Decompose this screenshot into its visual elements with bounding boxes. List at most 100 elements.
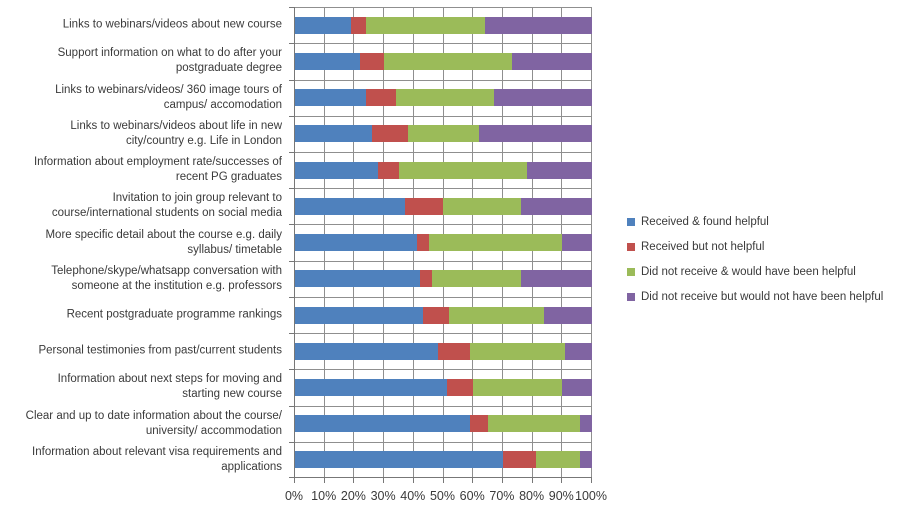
bar-segment-series-3	[562, 378, 592, 396]
bar-row	[295, 415, 592, 433]
legend-item: Did not receive & would have been helpfu…	[627, 259, 883, 284]
bar-segment-series-1	[378, 161, 399, 179]
bar-segment-series-1	[404, 197, 444, 215]
bar-segment-series-2	[384, 52, 512, 70]
legend-item: Received but not helpful	[627, 234, 883, 259]
gridline-horizontal	[294, 43, 591, 45]
bar-segment-series-1	[470, 415, 488, 433]
bar-segment-series-3	[526, 161, 592, 179]
bar-row	[295, 161, 592, 179]
bar-row	[295, 270, 592, 288]
bar-segment-series-2	[470, 342, 566, 360]
x-axis-tick	[591, 478, 592, 483]
bar-row	[295, 378, 592, 396]
bar-segment-series-2	[366, 16, 486, 34]
x-axis-tick	[472, 478, 474, 483]
gridline-horizontal	[294, 79, 591, 81]
gridline-horizontal	[294, 333, 591, 335]
category-label: Links to webinars/videos/ 360 image tour…	[55, 83, 282, 111]
bar-row	[295, 234, 593, 251]
category-label: Information about employment rate/succes…	[33, 156, 282, 183]
x-axis-tick	[561, 478, 563, 483]
bar-segment-series-3	[544, 306, 592, 324]
x-axis-line	[294, 477, 592, 478]
bar-row	[295, 52, 592, 70]
y-axis-tick	[289, 260, 294, 262]
legend-label: Received & found helpful	[641, 215, 769, 228]
bar-segment-series-3	[485, 16, 592, 34]
legend-label: Did not receive but would not have been …	[641, 290, 884, 303]
y-axis-tick	[289, 188, 294, 190]
gridline-horizontal	[294, 224, 591, 226]
y-axis-tick	[289, 224, 294, 226]
bar-row	[295, 89, 592, 107]
y-axis-tick	[289, 151, 294, 153]
x-tick-label: 30%	[370, 489, 396, 503]
bar-segment-series-1	[419, 270, 432, 288]
bar-segment-series-1	[446, 378, 474, 396]
bar-segment-series-2	[431, 270, 521, 288]
y-axis-tick	[289, 369, 294, 371]
y-axis-tick	[289, 7, 294, 8]
x-tick-label: 70%	[489, 489, 515, 503]
bar-segment-series-0	[295, 197, 405, 215]
bar-segment-series-0	[295, 234, 417, 251]
bar-segment-series-2	[395, 89, 494, 107]
x-axis-tick	[531, 478, 533, 483]
bar-segment-series-2	[449, 306, 545, 324]
legend-swatch-icon	[627, 292, 635, 301]
y-axis-line	[294, 7, 295, 478]
x-axis-tick	[294, 478, 295, 483]
bar-segment-series-1	[351, 16, 367, 34]
bar-row	[295, 125, 592, 143]
bar-segment-series-2	[428, 234, 563, 251]
x-axis-tick	[501, 478, 503, 483]
category-label: More specific detail about the course e.…	[45, 228, 282, 256]
gridline-horizontal	[294, 260, 591, 262]
legend-item: Received & found helpful	[627, 209, 883, 234]
x-tick-label: 80%	[519, 489, 545, 503]
category-label: Invitation to join group relevant to cou…	[51, 192, 282, 220]
bar-segment-series-2	[443, 197, 521, 215]
legend-item: Did not receive but would not have been …	[627, 284, 883, 309]
category-label: Clear and up to date information about t…	[25, 409, 282, 437]
bar-segment-series-0	[295, 161, 379, 179]
bar-segment-series-1	[366, 89, 396, 107]
category-label: Personal testimonies from past/current s…	[38, 344, 282, 357]
bar-segment-series-3	[511, 52, 592, 70]
category-label: Information about relevant visa requirem…	[32, 445, 282, 473]
legend-swatch-icon	[627, 217, 635, 226]
plot-area	[289, 7, 593, 483]
x-tick-label: 50%	[429, 489, 456, 503]
x-tick-label: 20%	[340, 489, 366, 503]
gridline-horizontal	[294, 296, 591, 298]
bar-segment-series-0	[295, 306, 423, 324]
gridline-horizontal	[294, 441, 591, 443]
bar-segment-series-1	[372, 125, 408, 143]
gridline-horizontal	[294, 369, 591, 371]
category-label: Information about next steps for moving …	[57, 373, 282, 401]
gridline-horizontal	[294, 188, 591, 190]
gridline-horizontal	[294, 405, 591, 407]
x-tick-label: 0%	[284, 489, 304, 503]
y-axis-tick	[289, 477, 294, 478]
bar-segment-series-2	[398, 161, 527, 179]
legend: Received & found helpful Received but not…	[627, 209, 883, 309]
y-axis-tick	[289, 296, 294, 298]
x-axis-tick	[442, 478, 444, 483]
category-label: Links to webinars/videos about new cours…	[62, 18, 282, 31]
y-axis-tick	[289, 79, 294, 81]
bar-segment-series-1	[422, 306, 450, 324]
gridline-horizontal	[294, 115, 591, 117]
y-axis-tick	[289, 333, 294, 335]
x-axis-tick	[383, 478, 385, 483]
bar-segment-series-0	[295, 16, 352, 34]
x-axis-tick	[412, 478, 414, 483]
y-axis-tick	[289, 43, 294, 45]
y-axis-tick	[289, 405, 294, 407]
x-tick-label: 90%	[548, 489, 574, 503]
bar-segment-series-3	[479, 125, 592, 143]
bar-segment-series-3	[565, 342, 592, 360]
bar-segment-series-3	[562, 234, 593, 251]
